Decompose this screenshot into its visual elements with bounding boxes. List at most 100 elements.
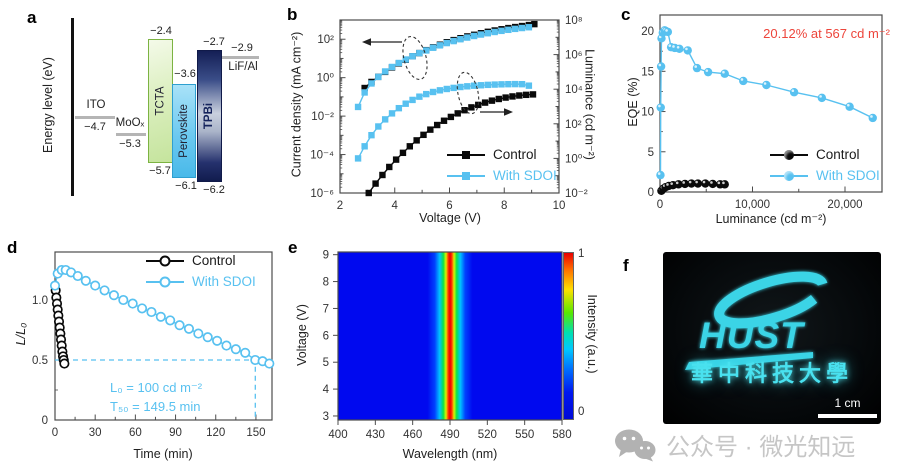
data-point xyxy=(454,110,461,117)
data-point xyxy=(230,344,241,355)
data-point-highlight xyxy=(658,104,661,108)
moox-level-line xyxy=(116,133,146,136)
tick-label: 8 xyxy=(501,200,507,212)
data-point xyxy=(354,103,362,111)
tick-label: 10² xyxy=(565,119,582,131)
data-point-highlight xyxy=(722,181,725,185)
data-point xyxy=(512,80,519,88)
legend-item-sdoi: With SDOI xyxy=(146,271,256,292)
data-point xyxy=(155,311,166,322)
data-point xyxy=(693,179,703,188)
data-point xyxy=(381,116,389,123)
tick-label: 0 xyxy=(52,427,58,439)
data-point xyxy=(386,163,393,171)
scale-bar xyxy=(818,414,877,418)
tick-label: 550 xyxy=(515,429,534,441)
panel-label-a: a xyxy=(27,8,37,27)
data-point xyxy=(440,117,448,124)
tick-label: 10,000 xyxy=(735,199,770,211)
data-point xyxy=(354,155,362,162)
tick-label: 10⁴ xyxy=(565,84,583,96)
tick-label: 520 xyxy=(478,429,497,441)
data-point xyxy=(789,88,799,97)
circle-marker-icon xyxy=(784,170,794,181)
legend-item-sdoi: With SDOI xyxy=(770,165,880,186)
tick-label: 10 xyxy=(553,200,566,212)
data-point xyxy=(409,96,416,104)
tick-label: 20,000 xyxy=(827,199,862,211)
data-point xyxy=(450,37,457,45)
data-point xyxy=(90,280,101,291)
data-point-highlight xyxy=(685,47,688,51)
data-point xyxy=(49,280,61,291)
data-point-highlight xyxy=(705,69,709,72)
legend-line xyxy=(447,150,485,159)
data-point xyxy=(470,32,478,40)
tick-label: 8 xyxy=(323,277,329,289)
tick-label: 10 xyxy=(641,107,654,119)
tick-label: 5 xyxy=(323,357,329,369)
data-point xyxy=(477,31,485,38)
tpbi-layer: TPBi xyxy=(197,50,222,182)
data-point xyxy=(399,149,407,157)
circle-marker-icon xyxy=(784,149,794,160)
data-point xyxy=(174,320,185,331)
watermark-text: 公众号 · 微光知远 xyxy=(666,434,856,461)
data-point xyxy=(368,131,375,139)
data-point xyxy=(656,170,665,180)
panel-label-c: c xyxy=(621,5,631,24)
square-marker-icon xyxy=(462,171,470,180)
data-point xyxy=(240,347,251,358)
data-point xyxy=(491,81,498,88)
data-point xyxy=(413,137,420,144)
data-point-highlight xyxy=(740,78,744,81)
tick-label: 6 xyxy=(323,330,329,342)
perovskite-label: Perovskite xyxy=(178,104,190,158)
tick-label: 2 xyxy=(337,200,343,212)
data-point xyxy=(450,84,457,92)
tick-label: 10⁻² xyxy=(311,111,334,123)
university-name: 華中科技大學 xyxy=(690,361,853,386)
tick-label: 9 xyxy=(323,250,329,262)
data-point xyxy=(468,104,475,111)
tick-label: 400 xyxy=(328,429,347,441)
data-point xyxy=(395,59,403,67)
data-point xyxy=(146,306,157,318)
data-point xyxy=(484,81,492,89)
data-point xyxy=(663,27,673,37)
data-point xyxy=(193,328,204,339)
data-point xyxy=(372,180,379,187)
scale-bar-label: 1 cm xyxy=(834,396,861,410)
panel-d-chart: 0 30 60 90 120 150 0 0.5 1.0 xyxy=(32,251,275,439)
legend-label: Control xyxy=(192,253,236,268)
tcta-layer: TCTA xyxy=(148,39,173,163)
data-point xyxy=(498,27,505,35)
logo-underline xyxy=(685,352,813,370)
data-point-highlight xyxy=(870,115,873,118)
data-point-highlight xyxy=(670,182,673,185)
wechat-icon xyxy=(615,429,656,461)
panel-a-energy-diagram: Energy level (eV) ITO −4.7 MoOₓ −5.3 −2.… xyxy=(0,0,280,232)
data-point xyxy=(464,34,471,41)
data-point-highlight xyxy=(819,95,822,98)
logo-text: HUST xyxy=(699,315,806,356)
data-point xyxy=(165,315,176,326)
data-point xyxy=(202,332,213,343)
tick-label: 4 xyxy=(323,384,330,396)
panel-c-chart: 0 10,000 20,000 0 5 10 15 20 xyxy=(641,14,883,211)
legend-line xyxy=(770,170,808,181)
legend-label: Control xyxy=(493,147,537,162)
tick-label: 10⁻² xyxy=(565,188,588,200)
tick-label: 3 xyxy=(323,411,329,423)
data-point xyxy=(505,26,512,34)
data-point-highlight xyxy=(791,89,795,93)
data-point xyxy=(395,104,403,112)
data-point xyxy=(388,63,396,71)
data-point xyxy=(443,39,450,47)
data-point xyxy=(427,126,434,133)
luminance-axis-label: Luminance (cd m⁻²) xyxy=(582,49,597,160)
data-point xyxy=(375,123,382,130)
tick-label: 0.5 xyxy=(32,355,48,367)
data-point xyxy=(80,275,91,286)
